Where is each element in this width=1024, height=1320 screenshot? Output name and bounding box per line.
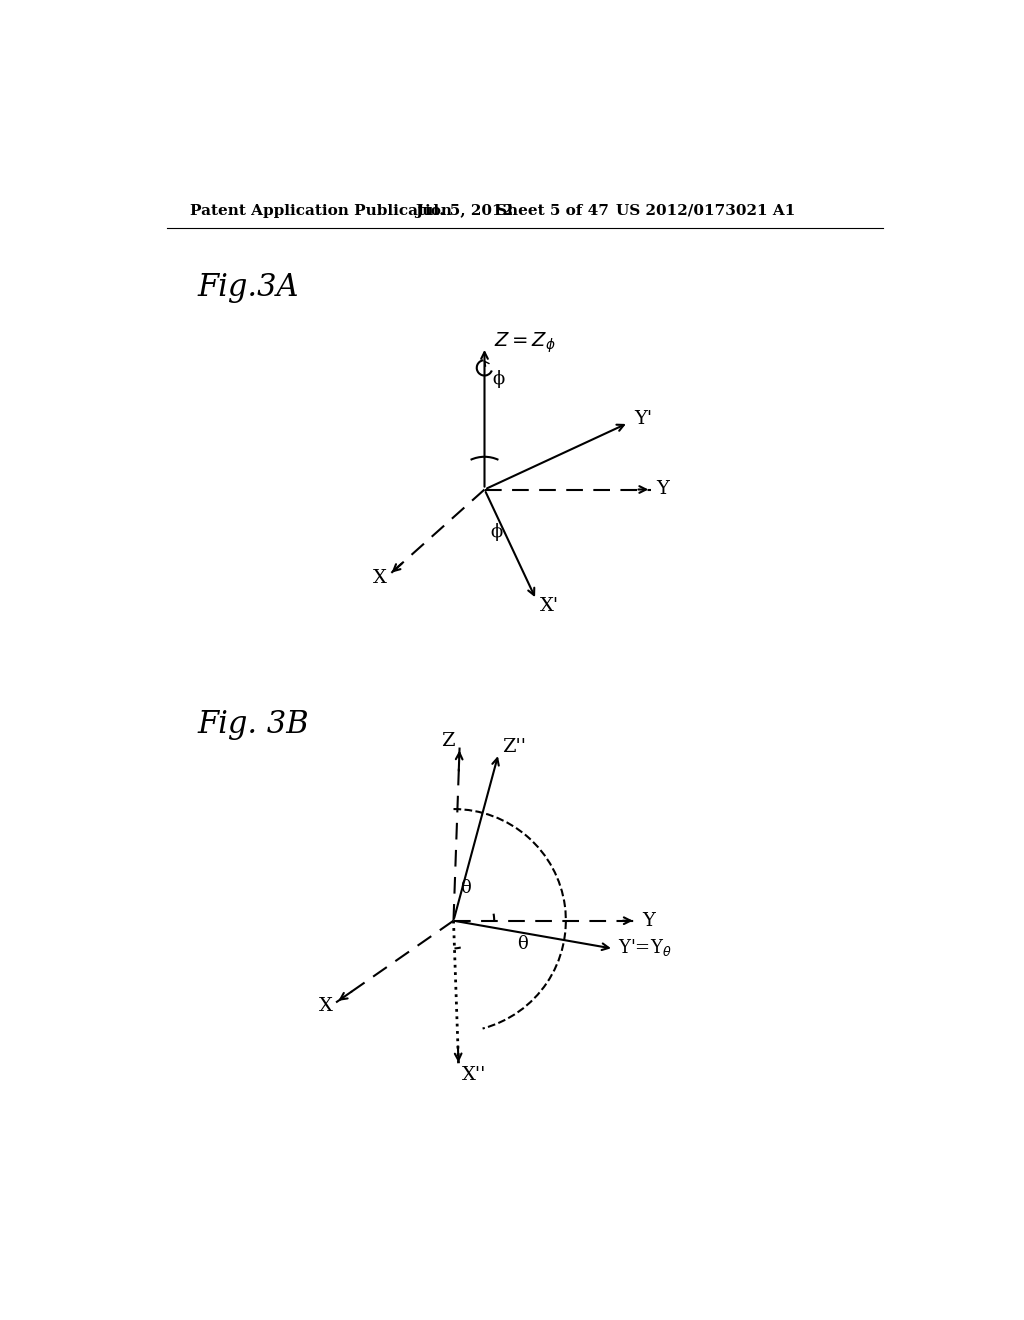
Text: θ: θ (460, 879, 470, 896)
Text: Y: Y (656, 480, 670, 499)
Text: X': X' (540, 597, 559, 615)
Text: Fig. 3B: Fig. 3B (198, 709, 309, 739)
Text: $Z=Z_\phi$: $Z=Z_\phi$ (494, 331, 555, 355)
Text: Jul. 5, 2012: Jul. 5, 2012 (415, 203, 513, 218)
Text: X: X (373, 569, 386, 587)
Text: X'': X'' (462, 1065, 486, 1084)
Text: ϕ: ϕ (493, 371, 505, 388)
Text: Y'=Y$_\theta$: Y'=Y$_\theta$ (617, 937, 672, 958)
Text: Fig.3A: Fig.3A (198, 272, 299, 304)
Text: Y': Y' (635, 411, 653, 428)
Text: Sheet 5 of 47: Sheet 5 of 47 (496, 203, 609, 218)
Text: θ: θ (517, 935, 527, 953)
Text: ϕ: ϕ (490, 523, 503, 541)
Text: Z'': Z'' (503, 738, 526, 756)
Text: Z: Z (441, 733, 455, 750)
Text: Y: Y (642, 912, 654, 929)
Text: X: X (319, 997, 333, 1015)
Text: US 2012/0173021 A1: US 2012/0173021 A1 (616, 203, 796, 218)
Text: Patent Application Publication: Patent Application Publication (190, 203, 452, 218)
